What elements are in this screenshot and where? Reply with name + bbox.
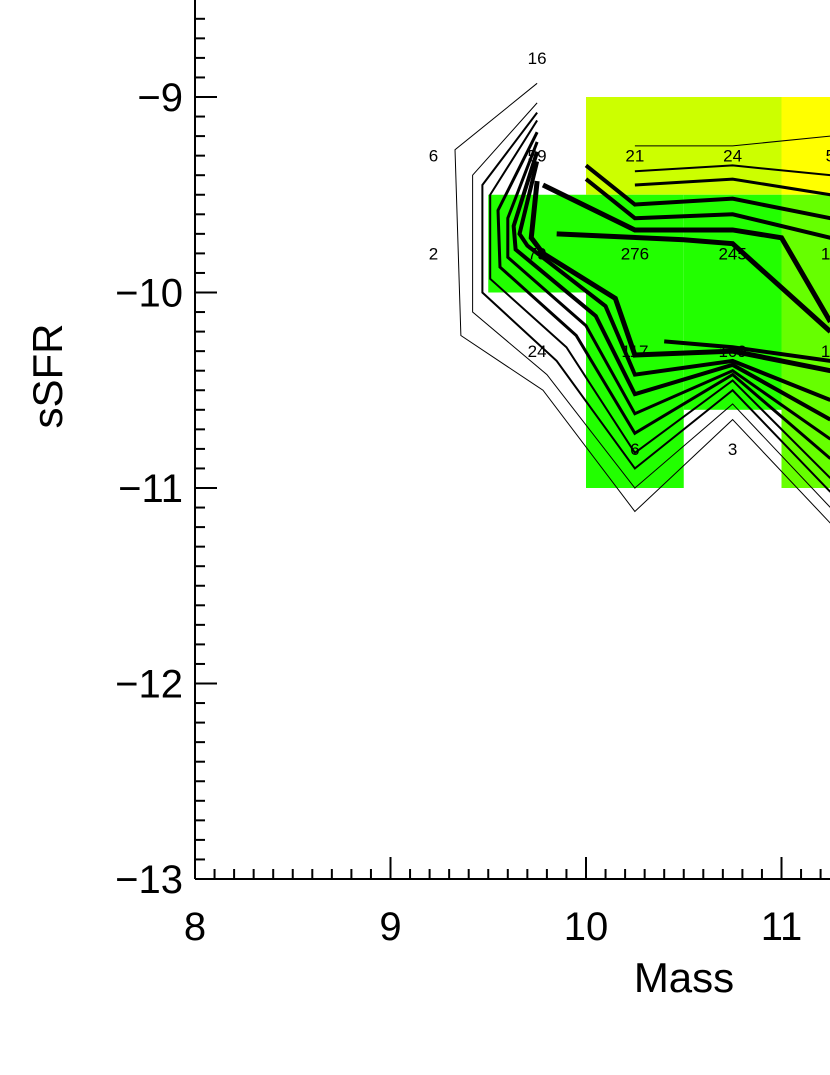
x-tick-label: 9 — [379, 905, 401, 949]
y-ticks: −9 −10 −11 −12 −13 — [115, 17, 217, 902]
contour-line — [511, 151, 830, 422]
heatmap-cell — [488, 194, 684, 293]
x-tick-label: 8 — [184, 905, 206, 949]
x-ticks: 8 9 10 11 — [184, 857, 822, 949]
y-tick-label: −10 — [115, 272, 183, 316]
count-label: 117 — [621, 342, 648, 361]
count-label: 21 — [625, 147, 644, 166]
count-label: 6 — [429, 147, 438, 166]
count-label: 59 — [528, 147, 547, 166]
contour-line — [496, 131, 830, 460]
count-label: 276 — [621, 244, 649, 263]
count-label: 14 — [821, 342, 830, 361]
count-label: 13 — [821, 244, 830, 263]
contour-line — [506, 141, 830, 441]
count-label: 109 — [718, 342, 746, 361]
heatmap-cell — [781, 97, 830, 195]
contour-line — [634, 135, 830, 147]
contour-line — [517, 161, 830, 402]
count-label: 3 — [728, 440, 737, 459]
contour-lines — [454, 82, 830, 524]
contour-line — [584, 177, 830, 240]
y-tick-label: −11 — [118, 467, 183, 511]
contour-line — [489, 119, 830, 479]
y-tick-label: −9 — [137, 76, 183, 120]
count-label: 5 — [826, 147, 830, 166]
contour-line — [454, 82, 830, 524]
count-label: 24 — [723, 147, 742, 166]
contour-line — [634, 164, 830, 177]
y-tick-label: −13 — [115, 858, 183, 902]
count-label: 24 — [528, 342, 547, 361]
contour-line — [634, 177, 830, 197]
contour-line — [528, 180, 830, 374]
contour-line — [472, 102, 830, 508]
contour-line — [584, 163, 830, 221]
contour-line — [481, 112, 830, 493]
count-label: 6 — [630, 440, 639, 459]
y-tick-label: −12 — [115, 663, 183, 707]
axes — [194, 0, 830, 880]
count-label: 16 — [528, 49, 547, 68]
count-labels: 166592124527927624513241171091463 — [429, 49, 830, 459]
count-label: 2 — [429, 244, 438, 263]
y-axis-title: sSFR — [24, 324, 71, 429]
count-label: 79 — [528, 244, 547, 263]
x-axis-title: Mass — [634, 954, 734, 1001]
x-tick-label: 10 — [564, 905, 609, 949]
contour-line — [556, 231, 830, 334]
count-label: 245 — [718, 244, 746, 263]
contour-line — [664, 339, 830, 363]
contour-line — [541, 182, 830, 324]
x-tick-label: 11 — [761, 905, 803, 949]
